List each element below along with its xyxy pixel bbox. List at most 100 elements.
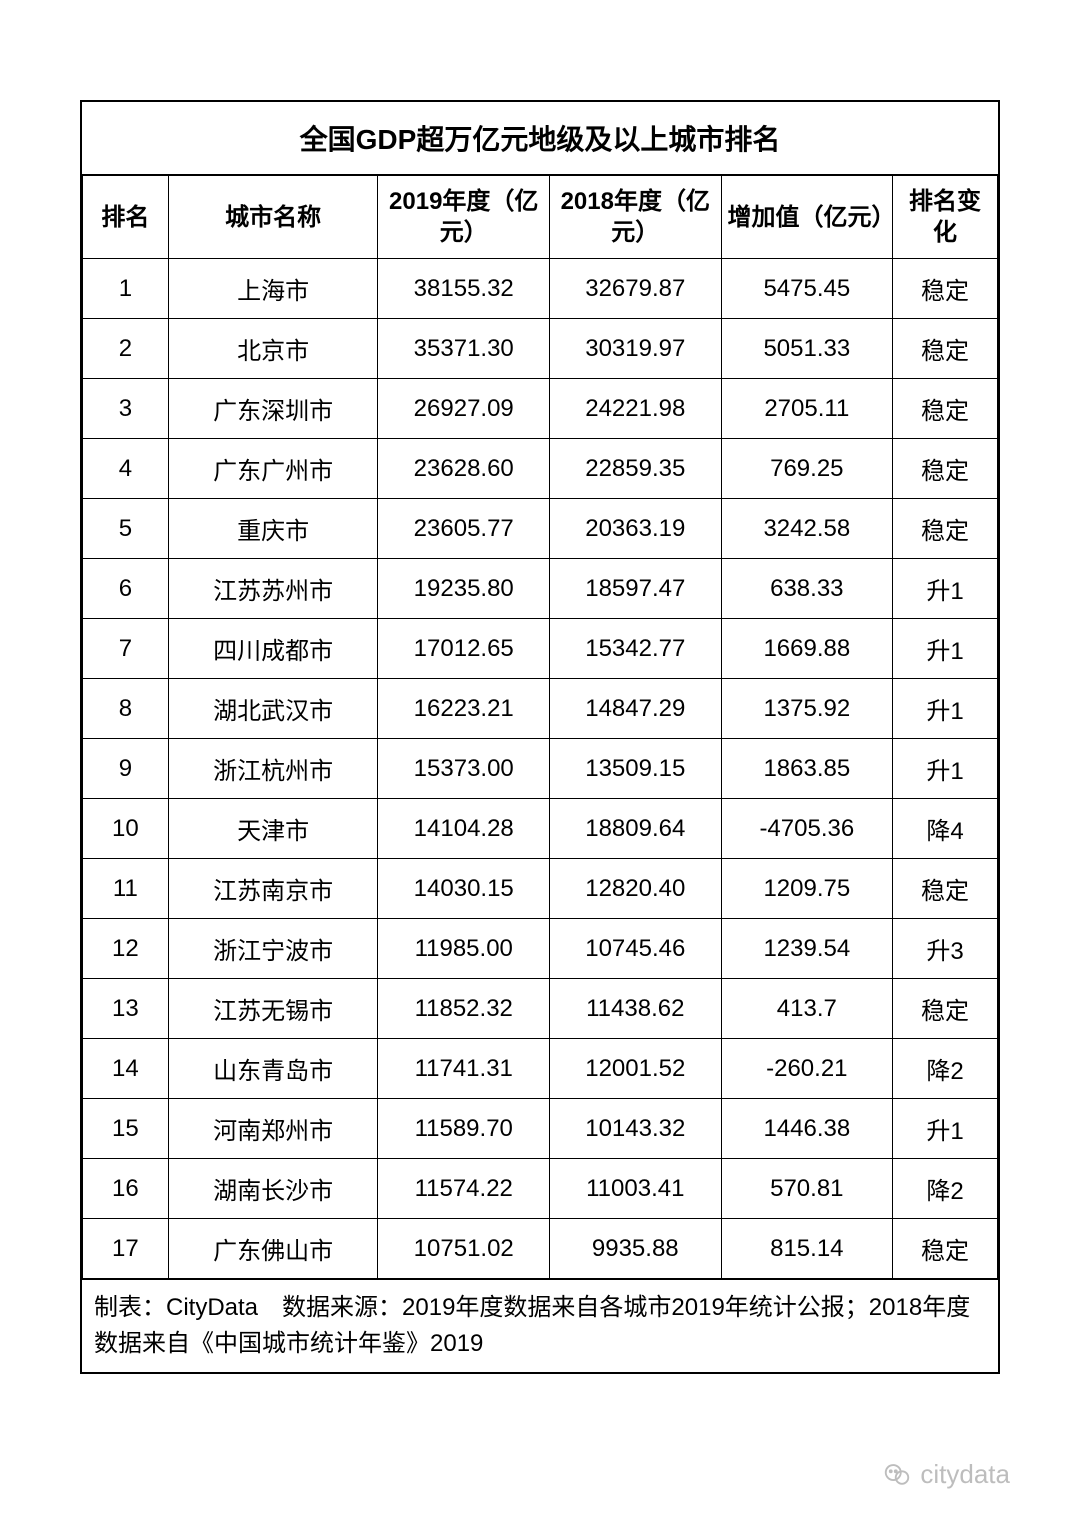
table-title: 全国GDP超万亿元地级及以上城市排名: [82, 102, 998, 175]
cell-rank: 3: [83, 379, 169, 439]
cell-y2018: 15342.77: [550, 619, 722, 679]
cell-y2018: 18597.47: [550, 559, 722, 619]
cell-rank: 16: [83, 1159, 169, 1219]
cell-diff: 1209.75: [721, 859, 893, 919]
cell-change: 稳定: [893, 439, 998, 499]
cell-city: 天津市: [168, 799, 378, 859]
cell-y2019: 19235.80: [378, 559, 550, 619]
cell-rank: 14: [83, 1039, 169, 1099]
cell-city: 广东深圳市: [168, 379, 378, 439]
cell-y2018: 20363.19: [550, 499, 722, 559]
table-row: 3广东深圳市26927.0924221.982705.11稳定: [83, 379, 998, 439]
cell-change: 升1: [893, 739, 998, 799]
cell-city: 四川成都市: [168, 619, 378, 679]
cell-diff: 2705.11: [721, 379, 893, 439]
cell-city: 江苏苏州市: [168, 559, 378, 619]
table-row: 12浙江宁波市11985.0010745.461239.54升3: [83, 919, 998, 979]
cell-diff: 815.14: [721, 1219, 893, 1279]
cell-city: 江苏南京市: [168, 859, 378, 919]
cell-diff: 3242.58: [721, 499, 893, 559]
cell-y2018: 10745.46: [550, 919, 722, 979]
cell-y2019: 35371.30: [378, 319, 550, 379]
watermark: citydata: [882, 1459, 1010, 1490]
cell-diff: 1375.92: [721, 679, 893, 739]
cell-y2018: 18809.64: [550, 799, 722, 859]
cell-y2019: 26927.09: [378, 379, 550, 439]
table-footer: 制表：CityData 数据来源：2019年度数据来自各城市2019年统计公报；…: [82, 1279, 998, 1372]
cell-rank: 5: [83, 499, 169, 559]
cell-y2018: 11003.41: [550, 1159, 722, 1219]
cell-rank: 13: [83, 979, 169, 1039]
cell-change: 升1: [893, 679, 998, 739]
cell-y2019: 10751.02: [378, 1219, 550, 1279]
cell-y2019: 16223.21: [378, 679, 550, 739]
header-row: 排名 城市名称 2019年度（亿元） 2018年度（亿元） 增加值（亿元） 排名…: [83, 176, 998, 259]
table-row: 5重庆市23605.7720363.193242.58稳定: [83, 499, 998, 559]
watermark-text: citydata: [920, 1459, 1010, 1490]
cell-y2019: 15373.00: [378, 739, 550, 799]
cell-city: 重庆市: [168, 499, 378, 559]
cell-y2019: 23605.77: [378, 499, 550, 559]
cell-y2018: 10143.32: [550, 1099, 722, 1159]
cell-diff: 638.33: [721, 559, 893, 619]
cell-change: 稳定: [893, 499, 998, 559]
cell-change: 稳定: [893, 979, 998, 1039]
cell-city: 江苏无锡市: [168, 979, 378, 1039]
cell-y2018: 24221.98: [550, 379, 722, 439]
cell-y2019: 38155.32: [378, 259, 550, 319]
cell-rank: 10: [83, 799, 169, 859]
cell-city: 广东佛山市: [168, 1219, 378, 1279]
cell-diff: 1669.88: [721, 619, 893, 679]
cell-change: 稳定: [893, 379, 998, 439]
cell-city: 浙江杭州市: [168, 739, 378, 799]
cell-city: 山东青岛市: [168, 1039, 378, 1099]
cell-change: 升1: [893, 1099, 998, 1159]
cell-y2018: 14847.29: [550, 679, 722, 739]
cell-change: 降2: [893, 1039, 998, 1099]
cell-rank: 2: [83, 319, 169, 379]
cell-diff: -260.21: [721, 1039, 893, 1099]
cell-diff: 570.81: [721, 1159, 893, 1219]
cell-city: 上海市: [168, 259, 378, 319]
cell-diff: 413.7: [721, 979, 893, 1039]
cell-city: 浙江宁波市: [168, 919, 378, 979]
header-diff: 增加值（亿元）: [721, 176, 893, 259]
cell-y2019: 14104.28: [378, 799, 550, 859]
cell-diff: 1239.54: [721, 919, 893, 979]
table-row: 10天津市14104.2818809.64-4705.36降4: [83, 799, 998, 859]
wechat-icon: [882, 1460, 912, 1490]
gdp-ranking-table: 全国GDP超万亿元地级及以上城市排名 排名 城市名称 2019年度（亿元） 20…: [80, 100, 1000, 1374]
cell-city: 湖北武汉市: [168, 679, 378, 739]
table-row: 17广东佛山市10751.029935.88815.14稳定: [83, 1219, 998, 1279]
cell-y2019: 11574.22: [378, 1159, 550, 1219]
cell-rank: 8: [83, 679, 169, 739]
cell-change: 升1: [893, 559, 998, 619]
cell-change: 稳定: [893, 859, 998, 919]
cell-y2018: 22859.35: [550, 439, 722, 499]
cell-rank: 6: [83, 559, 169, 619]
cell-y2019: 17012.65: [378, 619, 550, 679]
cell-city: 湖南长沙市: [168, 1159, 378, 1219]
cell-y2019: 11589.70: [378, 1099, 550, 1159]
table-body: 1上海市38155.3232679.875475.45稳定2北京市35371.3…: [83, 259, 998, 1279]
cell-diff: 1446.38: [721, 1099, 893, 1159]
cell-y2018: 32679.87: [550, 259, 722, 319]
cell-city: 河南郑州市: [168, 1099, 378, 1159]
table-row: 11江苏南京市14030.1512820.401209.75稳定: [83, 859, 998, 919]
cell-change: 降2: [893, 1159, 998, 1219]
cell-city: 北京市: [168, 319, 378, 379]
cell-change: 升1: [893, 619, 998, 679]
cell-rank: 11: [83, 859, 169, 919]
cell-change: 稳定: [893, 1219, 998, 1279]
header-2018: 2018年度（亿元）: [550, 176, 722, 259]
cell-change: 降4: [893, 799, 998, 859]
cell-y2018: 12820.40: [550, 859, 722, 919]
cell-diff: -4705.36: [721, 799, 893, 859]
cell-diff: 1863.85: [721, 739, 893, 799]
cell-change: 稳定: [893, 259, 998, 319]
cell-change: 升3: [893, 919, 998, 979]
data-table: 排名 城市名称 2019年度（亿元） 2018年度（亿元） 增加值（亿元） 排名…: [82, 175, 998, 1279]
cell-rank: 4: [83, 439, 169, 499]
header-2019: 2019年度（亿元）: [378, 176, 550, 259]
table-row: 15河南郑州市11589.7010143.321446.38升1: [83, 1099, 998, 1159]
